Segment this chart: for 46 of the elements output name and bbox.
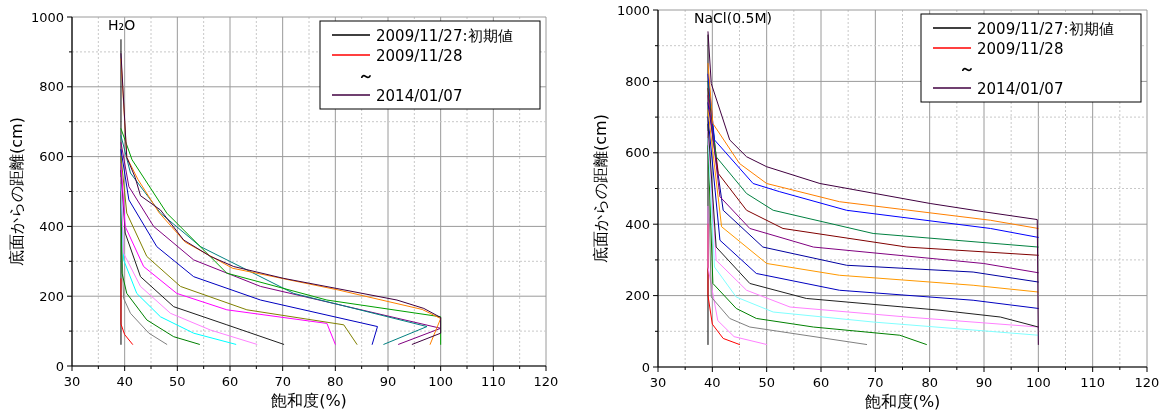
x-tick-label: 120 (1134, 375, 1160, 390)
x-tick-label: 60 (221, 374, 239, 389)
x-tick-label: 100 (428, 374, 454, 389)
x-tick-label: 90 (975, 375, 993, 390)
x-tick-label: 110 (1080, 375, 1106, 390)
legend-label: 2009/11/28 (977, 39, 1064, 58)
x-tick-label: 60 (812, 375, 830, 390)
x-tick-label: 30 (63, 374, 81, 389)
x-tick-label: 40 (116, 374, 133, 389)
y-tick-label: 800 (625, 73, 650, 89)
x-tick-label: 80 (327, 374, 344, 389)
y-tick-label: 200 (39, 288, 64, 304)
x-tick-label: 110 (480, 374, 506, 389)
x-tick-label: 100 (1025, 375, 1051, 390)
y-tick-label: 0 (55, 358, 64, 374)
y-tick-label: 1000 (616, 2, 650, 18)
x-tick-label: 50 (758, 375, 775, 390)
y-tick-label: 400 (625, 216, 650, 232)
y-axis-title: 底面からの距離(cm) (7, 117, 26, 266)
y-tick-label: 1000 (30, 9, 64, 25)
annotation: ～ (358, 66, 374, 85)
x-tick-label: 30 (649, 375, 667, 390)
x-tick-label: 70 (867, 375, 884, 390)
x-tick-label: 80 (921, 375, 938, 390)
x-tick-label: 40 (704, 375, 721, 390)
x-axis-title: 飽和度(%) (864, 392, 941, 411)
y-axis-title: 底面からの距離(cm) (591, 114, 610, 263)
y-tick-label: 400 (39, 218, 64, 234)
x-axis-title: 飽和度(%) (271, 391, 347, 410)
y-tick-label: 200 (625, 288, 650, 304)
x-tick-label: 90 (379, 374, 397, 389)
y-tick-label: 600 (39, 149, 64, 165)
x-tick-label: 70 (274, 374, 291, 389)
legend-label: 2009/11/27:初期値 (376, 26, 513, 45)
y-tick-label: 600 (625, 145, 650, 161)
legend-label: 2009/11/27:初期値 (977, 19, 1114, 38)
y-tick-label: 0 (641, 359, 650, 375)
legend-label: 2009/11/28 (376, 46, 463, 65)
legend-label: 2014/01/07 (376, 86, 463, 105)
chart-title: H₂O (108, 17, 136, 33)
y-tick-label: 800 (39, 79, 64, 95)
chart-title: NaCl(0.5M) (694, 10, 772, 26)
annotation: ～ (959, 59, 975, 78)
x-tick-label: 50 (169, 374, 186, 389)
legend-label: 2014/01/07 (977, 79, 1064, 98)
x-tick-label: 120 (533, 374, 559, 389)
